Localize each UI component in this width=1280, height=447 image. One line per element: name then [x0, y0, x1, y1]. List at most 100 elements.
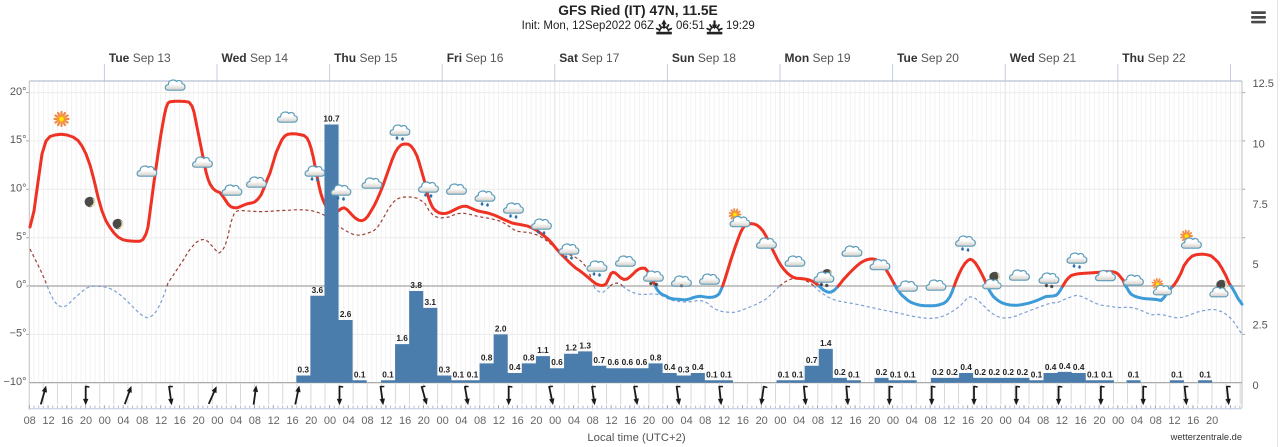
svg-text:−10°: −10°: [3, 376, 26, 388]
svg-text:04: 04: [1018, 415, 1030, 427]
svg-text:16: 16: [737, 415, 749, 427]
svg-text:0.3: 0.3: [439, 365, 451, 375]
svg-text:12: 12: [268, 415, 280, 427]
svg-text:00: 00: [211, 415, 223, 427]
svg-text:0.6: 0.6: [636, 357, 648, 367]
svg-text:00: 00: [436, 415, 448, 427]
svg-text:0.1: 0.1: [792, 369, 804, 379]
svg-text:3.6: 3.6: [312, 285, 324, 295]
svg-text:Local time (UTC+2): Local time (UTC+2): [587, 432, 685, 444]
svg-text:04: 04: [906, 415, 918, 427]
svg-text:0.4: 0.4: [1045, 362, 1057, 372]
svg-text:2.6: 2.6: [340, 309, 352, 319]
svg-text:12: 12: [493, 415, 505, 427]
svg-text:0.1: 0.1: [1199, 369, 1211, 379]
svg-text:0.1: 0.1: [904, 369, 916, 379]
svg-text:0.1: 0.1: [354, 369, 366, 379]
svg-text:06:51: 06:51: [676, 20, 705, 32]
svg-text:0.1: 0.1: [1087, 369, 1099, 379]
svg-text:0.2: 0.2: [989, 367, 1001, 377]
svg-text:1.3: 1.3: [579, 340, 591, 350]
svg-text:0.2: 0.2: [946, 367, 958, 377]
svg-text:19:29: 19:29: [726, 20, 755, 32]
svg-text:20: 20: [192, 415, 204, 427]
svg-text:20: 20: [981, 415, 993, 427]
svg-text:0.1: 0.1: [778, 369, 790, 379]
svg-text:20: 20: [305, 415, 317, 427]
svg-text:0.2: 0.2: [1017, 367, 1029, 377]
svg-text:00: 00: [662, 415, 674, 427]
svg-text:20: 20: [643, 415, 655, 427]
svg-text:0.6: 0.6: [551, 357, 563, 367]
svg-text:0.2: 0.2: [974, 367, 986, 377]
svg-text:08: 08: [136, 415, 148, 427]
svg-text:0.4: 0.4: [692, 362, 704, 372]
svg-text:0.3: 0.3: [678, 365, 690, 375]
svg-text:wetterzentrale.de: wetterzentrale.de: [1170, 432, 1242, 442]
svg-text:Sat Sep 17: Sat Sep 17: [559, 51, 619, 65]
svg-text:0.8: 0.8: [650, 352, 662, 362]
svg-text:16: 16: [512, 415, 524, 427]
svg-text:12: 12: [605, 415, 617, 427]
svg-text:GFS Ried (IT) 47N, 11.5E: GFS Ried (IT) 47N, 11.5E: [558, 3, 717, 18]
svg-text:12: 12: [155, 415, 167, 427]
svg-text:08: 08: [1037, 415, 1049, 427]
svg-text:16: 16: [174, 415, 186, 427]
svg-text:Thu Sep 22: Thu Sep 22: [1122, 51, 1186, 65]
svg-text:10.7: 10.7: [323, 113, 340, 123]
svg-text:08: 08: [474, 415, 486, 427]
svg-text:12: 12: [831, 415, 843, 427]
svg-text:04: 04: [568, 415, 580, 427]
svg-text:04: 04: [455, 415, 467, 427]
svg-text:0.1: 0.1: [1171, 369, 1183, 379]
svg-text:04: 04: [117, 415, 129, 427]
svg-text:12: 12: [718, 415, 730, 427]
svg-text:Sun Sep 18: Sun Sep 18: [672, 51, 736, 65]
svg-text:2.5: 2.5: [1253, 320, 1268, 332]
svg-text:0.1: 0.1: [1101, 369, 1113, 379]
svg-text:1.2: 1.2: [565, 343, 577, 353]
svg-text:0.2: 0.2: [834, 367, 846, 377]
svg-text:Fri Sep 16: Fri Sep 16: [447, 51, 504, 65]
svg-text:08: 08: [24, 415, 36, 427]
svg-text:0.2: 0.2: [932, 367, 944, 377]
svg-text:0.6: 0.6: [622, 357, 634, 367]
svg-text:0.4: 0.4: [960, 362, 972, 372]
svg-text:5: 5: [1253, 259, 1259, 271]
svg-text:2.0: 2.0: [495, 323, 507, 333]
svg-text:20: 20: [418, 415, 430, 427]
svg-text:12: 12: [1168, 415, 1180, 427]
svg-text:−5°: −5°: [10, 328, 27, 340]
svg-text:0.8: 0.8: [481, 352, 493, 362]
svg-text:0.2: 0.2: [876, 367, 888, 377]
svg-text:16: 16: [849, 415, 861, 427]
svg-text:0.6: 0.6: [608, 357, 620, 367]
svg-text:Wed Sep 21: Wed Sep 21: [1010, 51, 1077, 65]
svg-text:20: 20: [80, 415, 92, 427]
svg-text:Tue Sep 20: Tue Sep 20: [897, 51, 959, 65]
svg-text:20: 20: [868, 415, 880, 427]
svg-text:08: 08: [249, 415, 261, 427]
svg-text:16: 16: [962, 415, 974, 427]
svg-text:20: 20: [1206, 415, 1218, 427]
svg-text:00: 00: [549, 415, 561, 427]
svg-text:20°: 20°: [10, 86, 27, 98]
svg-text:16: 16: [1187, 415, 1199, 427]
svg-text:15°: 15°: [10, 134, 27, 146]
svg-text:20: 20: [530, 415, 542, 427]
svg-text:00: 00: [324, 415, 336, 427]
svg-text:Mon Sep 19: Mon Sep 19: [785, 51, 851, 65]
svg-text:3.1: 3.1: [425, 297, 437, 307]
svg-text:Thu Sep 15: Thu Sep 15: [334, 51, 398, 65]
svg-text:16: 16: [61, 415, 73, 427]
svg-text:0.4: 0.4: [509, 362, 521, 372]
svg-text:16: 16: [286, 415, 298, 427]
svg-text:00: 00: [887, 415, 899, 427]
svg-text:0.1: 0.1: [848, 369, 860, 379]
svg-text:08: 08: [924, 415, 936, 427]
svg-text:00: 00: [774, 415, 786, 427]
svg-text:0.1: 0.1: [1031, 369, 1043, 379]
svg-text:08: 08: [587, 415, 599, 427]
svg-text:0.1: 0.1: [467, 369, 479, 379]
svg-text:16: 16: [1075, 415, 1087, 427]
